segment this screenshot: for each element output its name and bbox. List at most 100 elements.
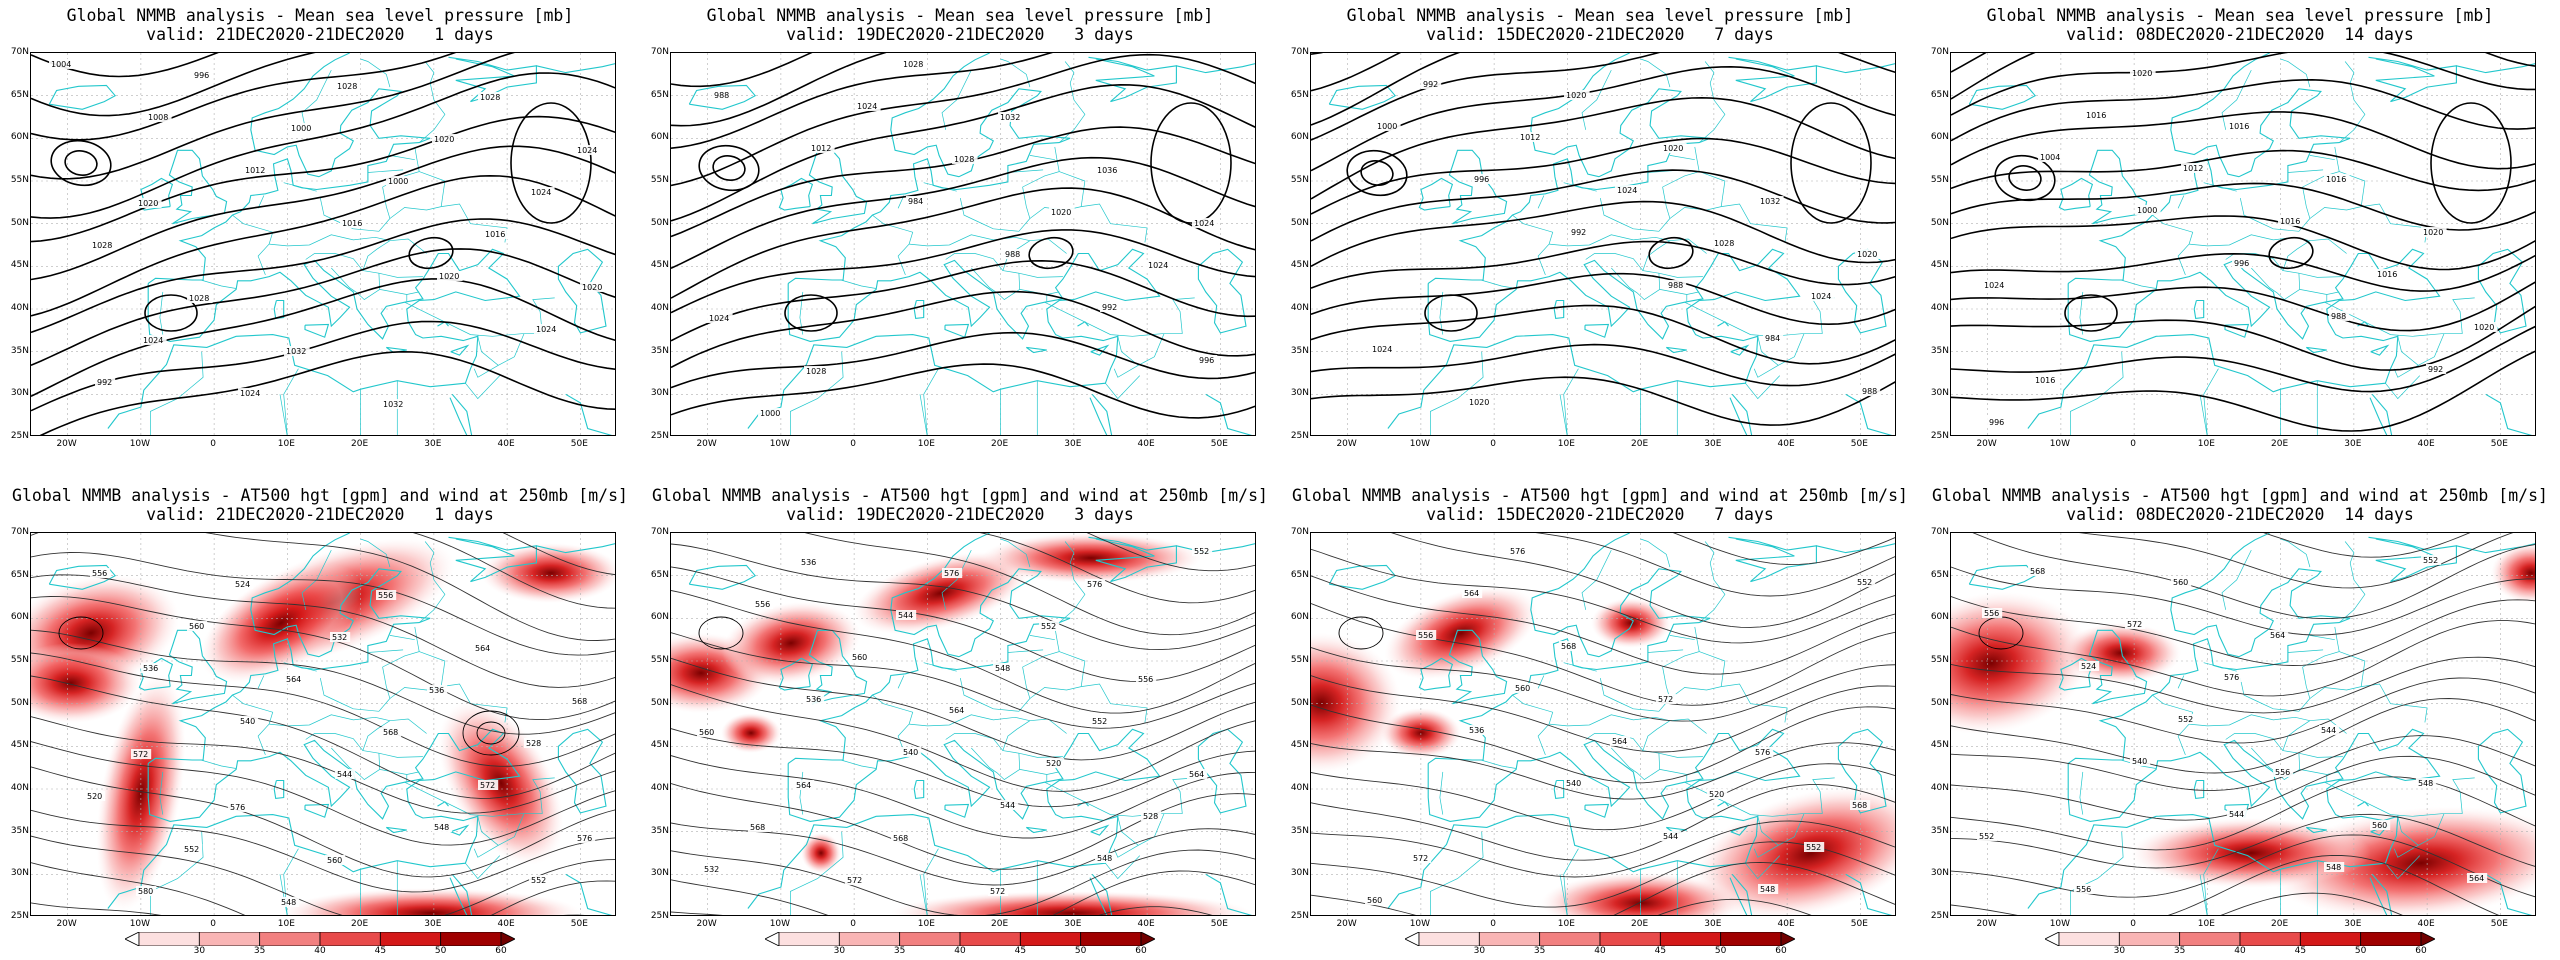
border: [909, 234, 1067, 254]
z500-map: 536 540 544 548 552 556 560 564 568 572 576 580 524 5…: [30, 532, 616, 916]
contour-label-bg: [1370, 344, 1396, 354]
contour-label-bg: [1146, 260, 1172, 270]
contour-label: 576: [577, 834, 592, 843]
map-panel: Global NMMB analysis - AT500 hgt [gpm] a…: [640, 480, 1280, 960]
contour-label-bg: [1411, 853, 1432, 863]
high-pressure-center: [1028, 236, 1074, 270]
isoline: [1951, 350, 2535, 432]
contour-label: 556: [755, 600, 770, 609]
contour-label: 564: [475, 644, 490, 653]
border: [2302, 146, 2340, 188]
jet-core: [481, 543, 615, 603]
contour-label: 560: [2173, 578, 2188, 587]
border: [1000, 58, 1031, 88]
colorbar-swatch: [1599, 932, 1661, 946]
lat-tick-label: 35N: [1290, 345, 1309, 356]
contour-label: 568: [1561, 642, 1576, 651]
contour-label-bg: [1987, 417, 2008, 427]
contour-label: 552: [1806, 843, 1821, 852]
contour-label-bg: [758, 408, 784, 418]
border: [1172, 297, 1195, 334]
contour-label-bg: [2421, 555, 2442, 565]
lon-tick-label: 0: [210, 919, 216, 929]
wind-250mb-shading: [31, 538, 615, 915]
lat-tick-label: 65N: [10, 89, 29, 100]
high-pressure-center: [1790, 102, 1872, 224]
contour-label: 996: [2234, 259, 2249, 268]
contour-label-bg: [942, 568, 963, 578]
contour-label-bg: [2278, 216, 2304, 226]
contour-label-bg: [437, 271, 463, 281]
colorbar-tick-label: 50: [1074, 946, 1087, 956]
contour-label-bg: [952, 154, 978, 164]
isoline: [1311, 742, 1895, 800]
z500-map: 540 544 548 552 556 524 552 556 560 564 568 572 576 5…: [1950, 532, 2536, 916]
contour-label: 1020: [1857, 250, 1877, 259]
isoline: [1311, 841, 1895, 908]
low-pressure-center: [1360, 160, 1394, 186]
isoline: [1311, 200, 1895, 268]
border: [923, 182, 957, 192]
lat-tick-label: 25N: [10, 911, 29, 921]
lat-tick-label: 40N: [10, 303, 29, 313]
isoline: [1311, 240, 1895, 289]
coastline: [138, 177, 174, 211]
contour-label: 532: [704, 865, 719, 874]
contour-label-bg: [1763, 333, 1784, 343]
isoline: [31, 902, 585, 915]
contour-label: 536: [1469, 726, 1484, 735]
height-low-center: [1338, 616, 1384, 650]
coastline: [1205, 393, 1253, 435]
isoline: [671, 331, 1255, 389]
contour-label: 528: [1143, 812, 1158, 821]
isoline: [671, 53, 1255, 187]
contour-label: 576: [1087, 580, 1102, 589]
lon-tick-label: 10W: [2049, 919, 2071, 929]
lon-tick-label: 50E: [1850, 439, 1868, 449]
isoline: [31, 766, 615, 878]
lon-tick-label: 10E: [917, 919, 935, 929]
coastline: [2088, 149, 2148, 225]
isoline: [1951, 854, 2500, 915]
coastline: [273, 779, 285, 800]
isoline: [1311, 603, 1895, 706]
panel-valid-period: valid: 08DEC2020-21DEC2020 14 days: [2066, 25, 2414, 44]
contour-label: 544: [1000, 801, 1015, 810]
border: [1549, 714, 1707, 734]
coastline: [2067, 53, 2351, 284]
border: [232, 694, 274, 756]
border: [840, 279, 877, 289]
colorbar-low-arrow: [2045, 932, 2060, 946]
isoline: [31, 53, 219, 78]
contour-label-bg: [804, 366, 830, 376]
border: [2199, 874, 2208, 915]
contour-label: 560: [852, 653, 867, 662]
isoline: [1311, 304, 1895, 365]
lat-tick-label: 35N: [1930, 825, 1949, 836]
lat-tick-label: 35N: [1290, 825, 1309, 836]
lat-tick-label: 30N: [10, 868, 29, 879]
border: [919, 394, 928, 435]
lon-tick-label: 40E: [1777, 439, 1795, 449]
contour-label-bg: [483, 229, 509, 239]
colorbar-tick-label: 40: [314, 946, 326, 956]
isoline: [1311, 763, 1895, 831]
contour-label-bg: [284, 346, 310, 356]
map-panel: Global NMMB analysis - Mean sea level pr…: [1920, 0, 2560, 480]
lat-tick-label: 45N: [650, 260, 669, 271]
contour-label: 1024: [1617, 186, 1637, 195]
colorbar-swatch: [138, 932, 200, 946]
contour-label: 1012: [2183, 164, 2203, 173]
lat-tick-label: 55N: [1290, 655, 1309, 665]
contour-label-bg: [575, 833, 596, 843]
low-pressure-center: [1994, 154, 2056, 202]
contour-label: 1024: [536, 325, 556, 334]
border: [923, 368, 939, 435]
lon-tick-label: 10E: [2197, 919, 2215, 929]
contour-label-bg: [2171, 577, 2192, 587]
contour-label-bg: [2227, 121, 2253, 131]
lat-tick-label: 60N: [650, 612, 669, 623]
isoline: [671, 906, 1213, 915]
border: [1105, 855, 1141, 880]
high-pressure-center: [2268, 236, 2314, 270]
